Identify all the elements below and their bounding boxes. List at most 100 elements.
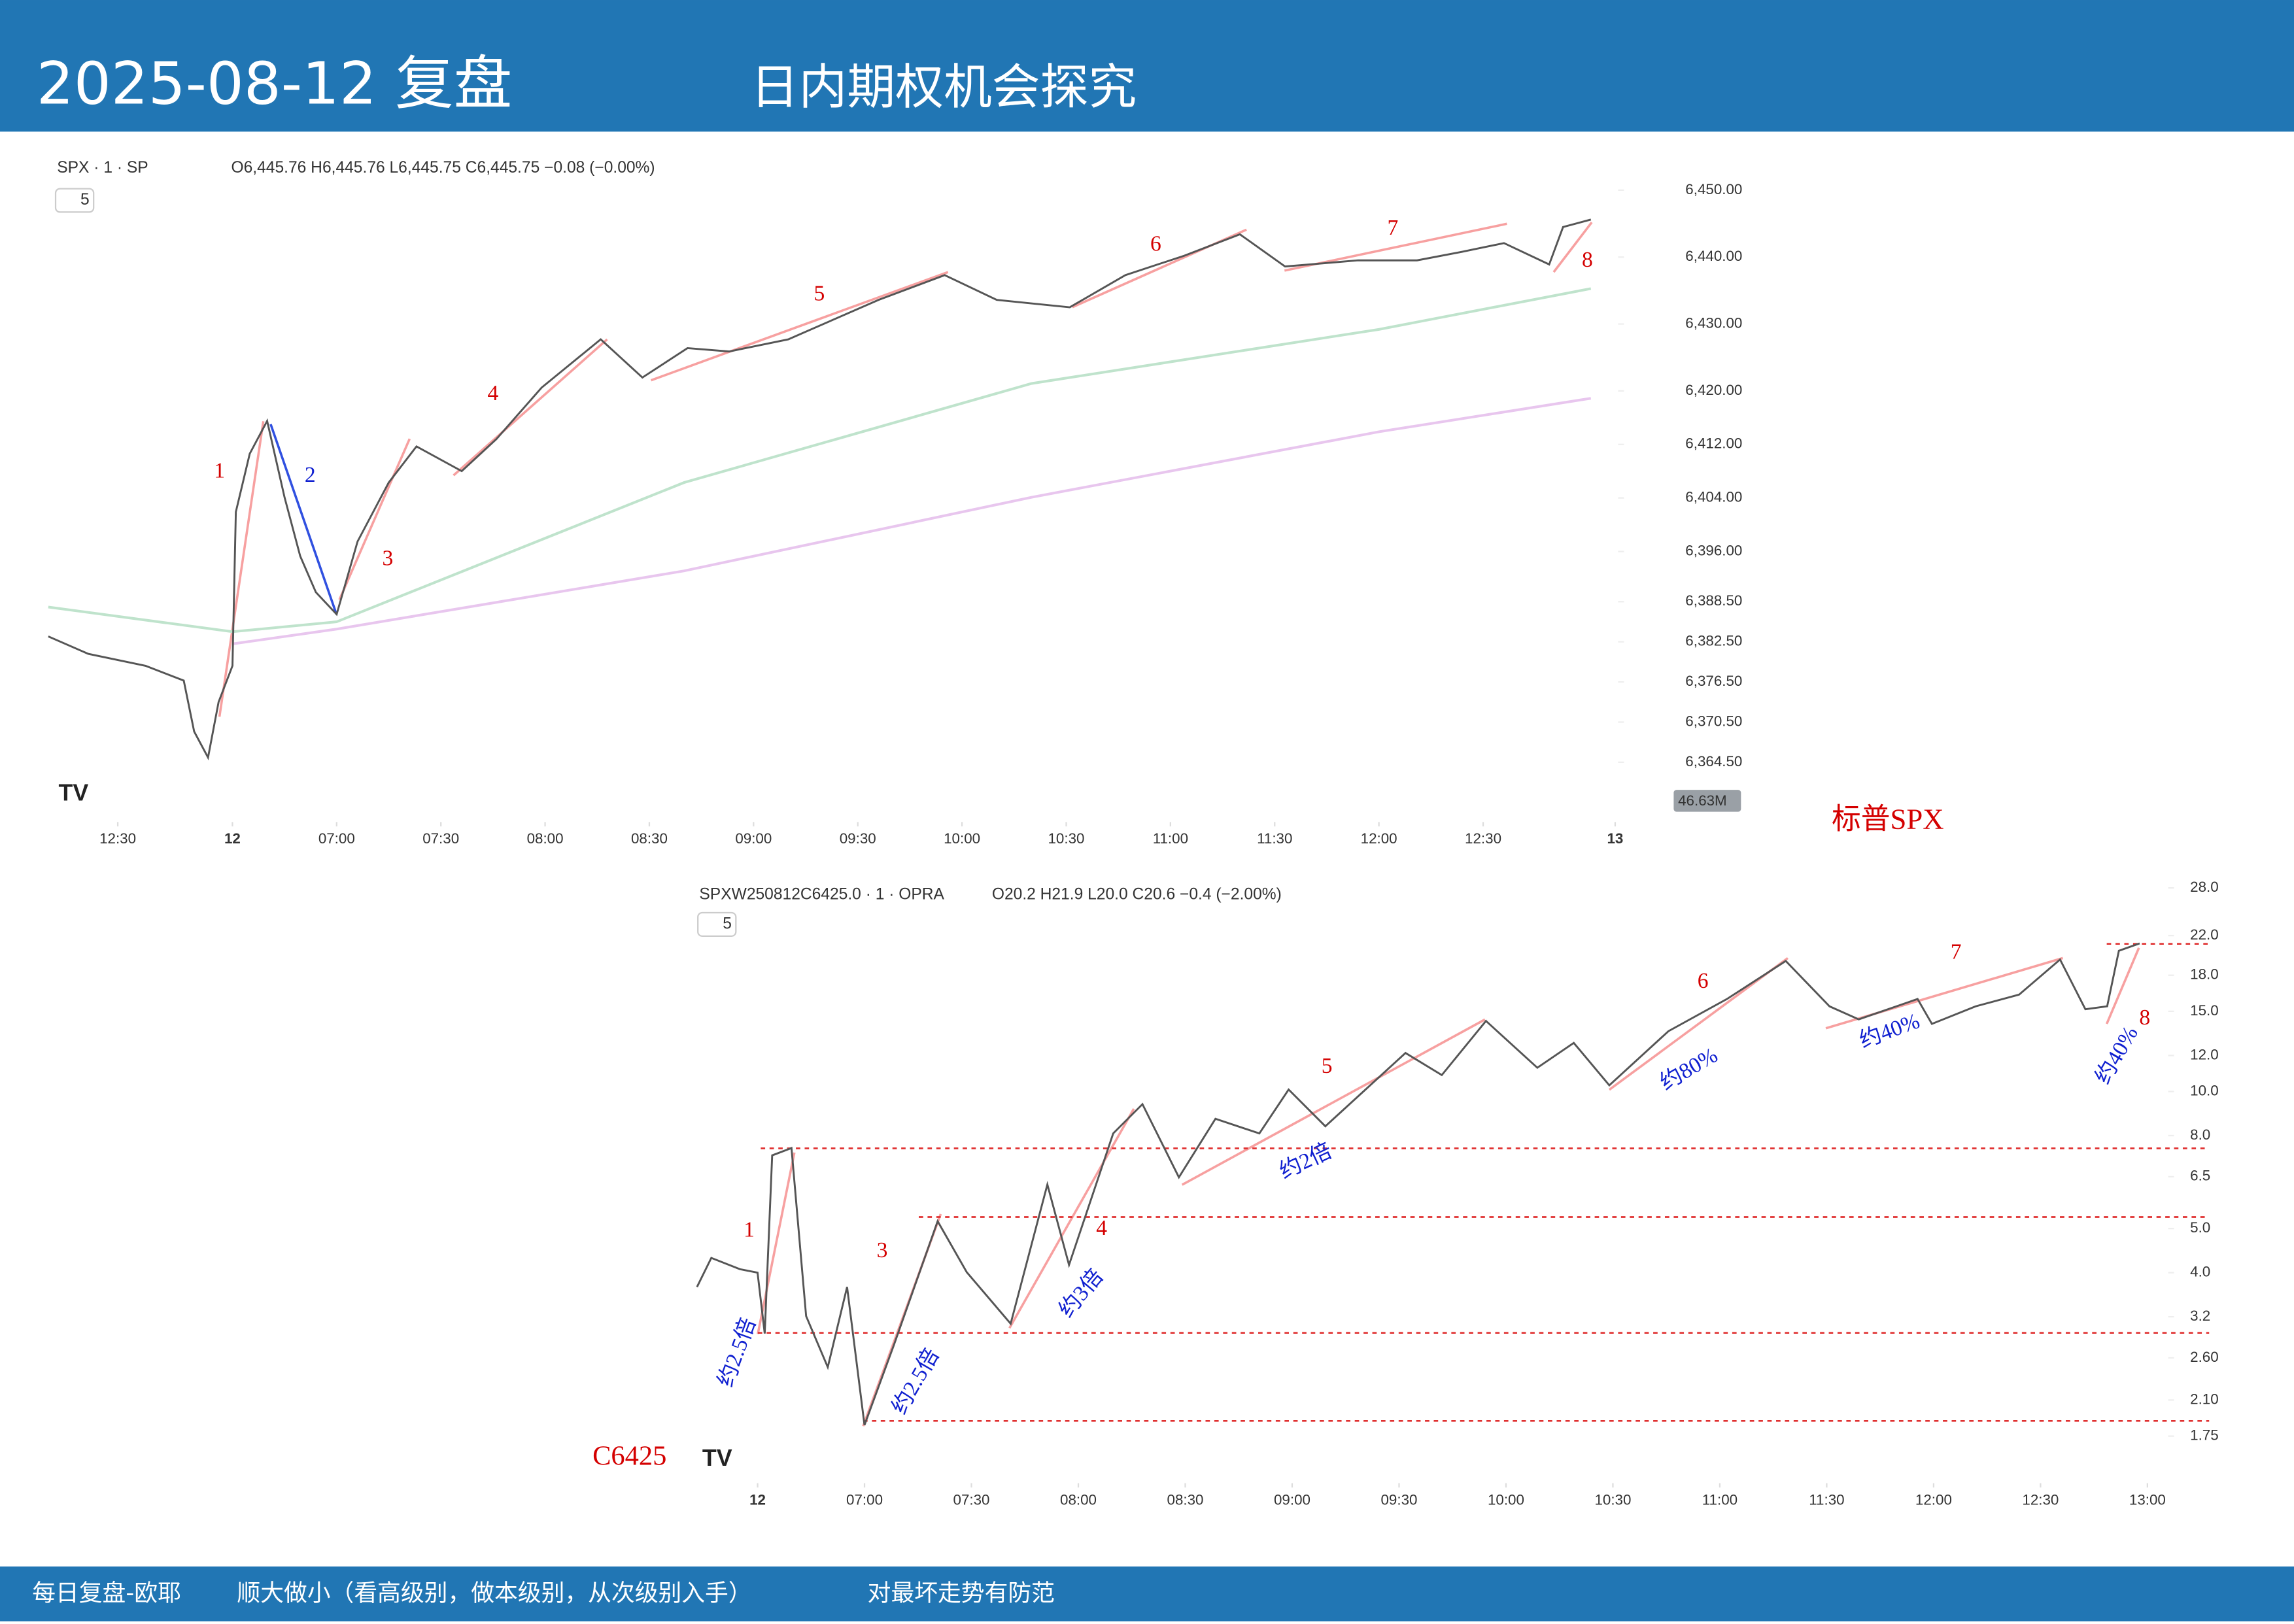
ohlc-readout: O6,445.76 H6,445.76 L6,445.75 C6,445.75 … bbox=[231, 159, 655, 177]
x-tick-label: 09:30 bbox=[840, 830, 876, 847]
annotation: 约40% bbox=[2090, 1022, 2142, 1088]
annotation: 2 bbox=[305, 463, 316, 487]
y-tick-label: 12.0 bbox=[2190, 1046, 2219, 1062]
x-tick-label: 12:30 bbox=[1465, 830, 1501, 847]
y-tick-label: 6,440.00 bbox=[1685, 248, 1742, 264]
volume-badge bbox=[1673, 790, 1741, 812]
annotation: 8 bbox=[2139, 1006, 2150, 1030]
chart-label: C6425 bbox=[592, 1440, 666, 1471]
footer-item: 每日复盘-欧耶 bbox=[32, 1580, 181, 1607]
price-line bbox=[696, 942, 2140, 1426]
price-line bbox=[48, 287, 1592, 634]
y-tick-label: 6,396.00 bbox=[1685, 542, 1742, 558]
x-tick-label: 10:30 bbox=[1594, 1491, 1631, 1508]
annotation: 6 bbox=[1150, 232, 1161, 256]
x-tick-label: 07:00 bbox=[846, 1491, 883, 1508]
x-tick-label: 07:30 bbox=[422, 830, 459, 847]
footer-item: 对最坏走势有防范 bbox=[868, 1580, 1055, 1607]
chart-title: SPX · 1 · SP bbox=[57, 159, 148, 177]
annotation: 4 bbox=[1096, 1216, 1107, 1240]
x-tick-label: 12:00 bbox=[1361, 830, 1397, 847]
x-tick-label: 09:30 bbox=[1380, 1491, 1417, 1508]
logos: TV TV bbox=[58, 779, 732, 1471]
y-tick-label: 2.10 bbox=[2190, 1391, 2219, 1407]
annotation: 8 bbox=[1582, 248, 1593, 272]
x-tick-label: 08:30 bbox=[631, 830, 668, 847]
annotation: 3 bbox=[382, 547, 393, 571]
y-tick-label: 15.0 bbox=[2190, 1002, 2219, 1019]
y-tick-label: 28.0 bbox=[2190, 879, 2219, 895]
x-tick-label: 10:30 bbox=[1048, 830, 1085, 847]
y-tick-label: 22.0 bbox=[2190, 926, 2219, 943]
y-tick-label: 6,450.00 bbox=[1685, 181, 1742, 197]
annotation: 4 bbox=[488, 381, 499, 405]
annotation: 5 bbox=[813, 282, 825, 306]
y-tick-label: 6.5 bbox=[2190, 1168, 2210, 1184]
x-tick-label: 12 bbox=[224, 830, 241, 847]
y-tick-label: 6,370.50 bbox=[1685, 713, 1742, 729]
y-tick-label: 6,420.00 bbox=[1685, 382, 1742, 398]
annotation: 约3倍 bbox=[1054, 1264, 1108, 1323]
annotation: 约2.5倍 bbox=[713, 1315, 761, 1390]
x-tick-label: 08:30 bbox=[1167, 1491, 1204, 1508]
annotation: 约2.5倍 bbox=[887, 1344, 944, 1418]
price-line bbox=[232, 397, 1592, 645]
y-tick-label: 5.0 bbox=[2190, 1219, 2210, 1236]
y-tick-label: 8.0 bbox=[2190, 1126, 2210, 1143]
x-tick-label: 09:00 bbox=[735, 830, 772, 847]
footer-band bbox=[0, 1566, 2294, 1623]
x-tick-label: 12 bbox=[749, 1491, 766, 1508]
trend-arrow-down bbox=[269, 424, 338, 615]
y-tick-label: 1.75 bbox=[2190, 1427, 2219, 1444]
x-tick-label: 11:30 bbox=[1257, 830, 1292, 847]
interval-button bbox=[54, 188, 95, 213]
chart-label: 标普SPX bbox=[1832, 803, 1944, 836]
x-tick-label: 13:00 bbox=[2129, 1491, 2166, 1508]
x-tick-label: 10:00 bbox=[1488, 1491, 1524, 1508]
x-tick-label: 10:00 bbox=[944, 830, 980, 847]
y-tick-label: 6,388.50 bbox=[1685, 592, 1742, 609]
svg-text:TV: TV bbox=[702, 1445, 732, 1471]
y-tick-label: 6,376.50 bbox=[1685, 673, 1742, 689]
annotation: 6 bbox=[1698, 969, 1709, 993]
interval-value: 5 bbox=[723, 915, 732, 932]
annotation: 5 bbox=[1322, 1054, 1333, 1078]
x-tick-label: 08:00 bbox=[1060, 1491, 1097, 1508]
annotation: 7 bbox=[1951, 939, 1962, 964]
footer-item: 顺大做小（看高级别，做本级别，从次级别入手） bbox=[237, 1580, 751, 1607]
interval-value: 5 bbox=[80, 191, 90, 209]
annotation: 约80% bbox=[1656, 1043, 1722, 1095]
x-tick-label: 12:30 bbox=[2022, 1491, 2059, 1508]
y-tick-label: 10.0 bbox=[2190, 1082, 2219, 1098]
y-tick-label: 6,412.00 bbox=[1685, 435, 1742, 452]
y-tick-label: 6,382.50 bbox=[1685, 633, 1742, 649]
annotation: 1 bbox=[744, 1217, 755, 1242]
header-title: 2025-08-12 复盘 bbox=[37, 50, 512, 118]
annotation: 7 bbox=[1387, 216, 1398, 240]
y-tick-label: 2.60 bbox=[2190, 1349, 2219, 1365]
x-tick-label: 11:00 bbox=[1153, 830, 1188, 847]
annotation: 3 bbox=[877, 1238, 888, 1262]
ohlc-readout: O20.2 H21.9 L20.0 C20.6 −0.4 (−2.00%) bbox=[992, 886, 1282, 904]
header-band bbox=[0, 0, 2294, 132]
y-tick-label: 6,404.00 bbox=[1685, 489, 1742, 505]
x-tick-label: 12:00 bbox=[1915, 1491, 1952, 1508]
y-tick-label: 6,430.00 bbox=[1685, 314, 1742, 331]
x-tick-label: 07:30 bbox=[953, 1491, 990, 1508]
volume-label: 46.63M bbox=[1678, 792, 1727, 809]
annotation: 1 bbox=[214, 458, 225, 482]
x-tick-label: 12:30 bbox=[99, 830, 136, 847]
x-tick-label: 11:30 bbox=[1809, 1491, 1844, 1508]
svg-text:TV: TV bbox=[58, 779, 88, 805]
y-tick-label: 3.2 bbox=[2190, 1308, 2210, 1324]
x-tick-label: 07:00 bbox=[318, 830, 355, 847]
annotation: 约40% bbox=[1856, 1008, 1923, 1053]
y-tick-label: 6,364.50 bbox=[1685, 753, 1742, 770]
interval-button bbox=[697, 911, 737, 937]
y-tick-label: 4.0 bbox=[2190, 1264, 2210, 1280]
x-tick-label: 08:00 bbox=[527, 830, 564, 847]
x-tick-label: 09:00 bbox=[1274, 1491, 1310, 1508]
header-subtitle: 日内期权机会探究 bbox=[751, 59, 1137, 116]
